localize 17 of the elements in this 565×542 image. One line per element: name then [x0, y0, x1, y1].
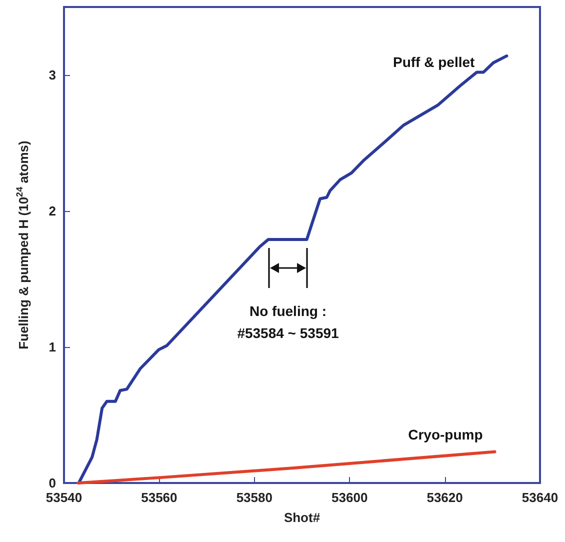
- y-tick-label: 0: [48, 476, 56, 490]
- x-tick-label: 53540: [46, 490, 82, 505]
- x-tick-label: 53560: [141, 490, 178, 505]
- x-axis-title: Shot#: [284, 510, 321, 525]
- x-tick-label: 53640: [522, 490, 558, 505]
- series-label: Cryo-pump: [408, 426, 483, 443]
- x-tick-label: 53580: [236, 490, 272, 505]
- x-tick-label: 53600: [332, 490, 368, 505]
- y-tick-label: 2: [48, 204, 56, 218]
- annotation: No fueling : #53584 ~ 53591: [237, 303, 340, 341]
- y-axis-title: Fuelling & pumped H (1024 atoms): [14, 140, 31, 350]
- line-series: [77, 54, 508, 484]
- y-tick-label: 3: [48, 68, 56, 82]
- x-tick-label: 53620: [426, 490, 463, 505]
- y-tick-label: 1: [48, 340, 56, 354]
- line-series: [76, 450, 496, 484]
- series-label: Puff & pellet: [393, 54, 476, 70]
